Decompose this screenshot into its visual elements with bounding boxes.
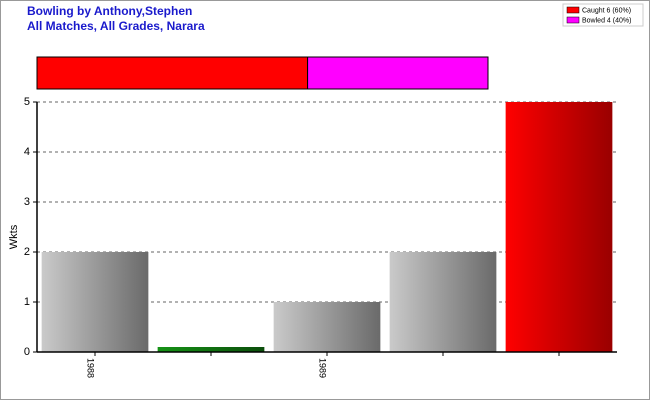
bar xyxy=(157,347,265,352)
chart-subtitle: All Matches, All Grades, Narara xyxy=(27,19,205,33)
y-axis-label: Wkts xyxy=(8,224,20,249)
y-tick-label: 2 xyxy=(24,246,30,258)
bar xyxy=(41,252,149,352)
legend-label: Caught 6 (60%) xyxy=(582,7,631,14)
stacked-segment xyxy=(36,56,309,90)
bar xyxy=(505,102,613,352)
x-tick-label: 1988 xyxy=(86,358,96,378)
bar xyxy=(389,252,497,352)
legend-label: Bowled 4 (40%) xyxy=(582,17,631,24)
stacked-segment xyxy=(307,56,489,90)
y-tick-label: 3 xyxy=(24,196,30,208)
legend-swatch xyxy=(566,16,580,24)
legend-swatch xyxy=(566,6,580,14)
y-tick-label: 4 xyxy=(24,146,30,158)
y-tick-label: 1 xyxy=(24,296,30,308)
legend-box xyxy=(562,3,644,27)
chart-title: Bowling by Anthony,Stephen xyxy=(27,4,192,18)
x-tick-label: 1989 xyxy=(318,358,328,378)
bar xyxy=(273,302,381,352)
y-tick-label: 5 xyxy=(24,96,30,108)
y-tick-label: 0 xyxy=(24,346,30,358)
